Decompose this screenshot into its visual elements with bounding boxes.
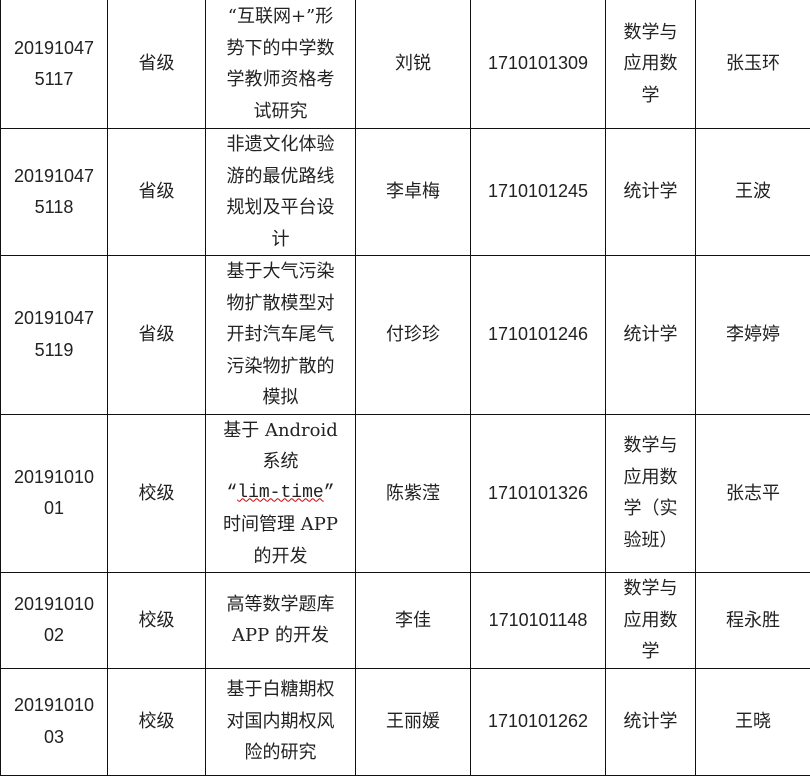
project-id-cell-line: 5118 — [5, 192, 103, 224]
level-cell: 校级 — [108, 668, 206, 775]
project-title-cell-line: “互联网+”形 — [210, 1, 351, 33]
project-title-cell: 基于白糖期权对国内期权风险的研究 — [206, 668, 356, 775]
major-cell-line: 数学与 — [610, 17, 691, 49]
project-title-cell-line: 基于大气污染 — [210, 256, 351, 288]
project-id-cell-line: 02 — [5, 620, 103, 652]
project-title-cell-line: 开封汽车尾气 — [210, 319, 351, 351]
advisor-cell: 王晓 — [696, 668, 810, 775]
project-title-cell-line: “lim-time” — [210, 478, 351, 510]
student-id-cell: 1710101262 — [471, 668, 606, 775]
major-cell: 数学与应用数学 — [606, 0, 696, 129]
level-cell: 校级 — [108, 573, 206, 669]
project-title-cell-line: 基于白糖期权 — [210, 674, 351, 706]
major-cell-line: 应用数 — [610, 48, 691, 80]
major-cell: 统计学 — [606, 668, 696, 775]
major-cell-line: 学 — [610, 636, 691, 668]
level-cell: 省级 — [108, 256, 206, 415]
major-cell-line: 应用数 — [610, 462, 691, 494]
major-cell-line: 数学与 — [610, 430, 691, 462]
student-name-cell: 李卓梅 — [356, 129, 471, 256]
project-id-cell-line: 20191047 — [5, 33, 103, 65]
project-title-cell-line: 时间管理 APP — [210, 509, 351, 541]
advisor-cell: 程永胜 — [696, 573, 810, 669]
project-title-cell-line: 规划及平台设 — [210, 192, 351, 224]
student-id-cell: 1710101326 — [471, 414, 606, 573]
project-title-cell-line: APP 的开发 — [210, 620, 351, 652]
level-cell: 省级 — [108, 129, 206, 256]
project-title-cell-line: 的开发 — [210, 541, 351, 573]
project-id-cell-line: 03 — [5, 722, 103, 754]
major-cell-line: 数学与 — [610, 573, 691, 605]
project-title-cell-line: 基于 Android — [210, 415, 351, 447]
major-cell: 数学与应用数学（实验班） — [606, 414, 696, 573]
advisor-cell: 李婷婷 — [696, 256, 810, 415]
project-id-cell-line: 5117 — [5, 64, 103, 96]
student-id-cell: 1710101148 — [471, 573, 606, 669]
project-id-cell-line: 20191047 — [5, 161, 103, 193]
project-id-cell-line: 01 — [5, 493, 103, 525]
project-title-cell-line: 非遗文化体验 — [210, 129, 351, 161]
major-cell: 统计学 — [606, 129, 696, 256]
student-name-cell: 付珍珍 — [356, 256, 471, 415]
level-cell: 校级 — [108, 414, 206, 573]
major-cell-line: 学 — [610, 80, 691, 112]
student-id-cell: 1710101245 — [471, 129, 606, 256]
spellcheck-underline: lim-time — [237, 483, 323, 503]
project-id-cell-line: 20191010 — [5, 690, 103, 722]
major-cell-line: 统计学 — [610, 176, 691, 208]
major-cell: 统计学 — [606, 256, 696, 415]
project-title-cell-line: 游的最优路线 — [210, 161, 351, 193]
project-title-cell-line: 高等数学题库 — [210, 589, 351, 621]
student-name-cell: 刘锐 — [356, 0, 471, 129]
student-id-cell: 1710101246 — [471, 256, 606, 415]
project-title-cell: 基于大气污染物扩散模型对开封汽车尾气污染物扩散的模拟 — [206, 256, 356, 415]
student-name-cell: 陈紫滢 — [356, 414, 471, 573]
project-id-cell-line: 5119 — [5, 335, 103, 367]
major-cell-line: 统计学 — [610, 319, 691, 351]
project-title-cell-line: 险的研究 — [210, 737, 351, 769]
project-title-cell-line: 试研究 — [210, 96, 351, 128]
project-title-cell-line: 学教师资格考 — [210, 64, 351, 96]
project-title-cell-line: 模拟 — [210, 382, 351, 414]
advisor-cell: 张志平 — [696, 414, 810, 573]
project-id-cell-line: 20191010 — [5, 462, 103, 494]
advisor-cell: 张玉环 — [696, 0, 810, 129]
project-title-cell-line: 污染物扩散的 — [210, 351, 351, 383]
project-title-cell-line: 计 — [210, 224, 351, 256]
project-title-cell-line: 势下的中学数 — [210, 33, 351, 65]
major-cell: 数学与应用数学 — [606, 573, 696, 669]
project-title-cell-line: 对国内期权风 — [210, 706, 351, 738]
major-cell-line: 验班） — [610, 525, 691, 557]
major-cell-line: 学（实 — [610, 493, 691, 525]
major-cell-line: 应用数 — [610, 605, 691, 637]
project-title-cell: “互联网+”形势下的中学数学教师资格考试研究 — [206, 0, 356, 129]
student-id-cell: 1710101309 — [471, 0, 606, 129]
project-id-cell-line: 20191047 — [5, 303, 103, 335]
advisor-cell: 王波 — [696, 129, 810, 256]
project-title-cell-line: 物扩散模型对 — [210, 288, 351, 320]
student-name-cell: 王丽媛 — [356, 668, 471, 775]
level-cell: 省级 — [108, 0, 206, 129]
project-title-cell-line: 系统 — [210, 446, 351, 478]
project-title-cell: 非遗文化体验游的最优路线规划及平台设计 — [206, 129, 356, 256]
major-cell-line: 统计学 — [610, 706, 691, 738]
student-name-cell: 李佳 — [356, 573, 471, 669]
project-id-cell-line: 20191010 — [5, 589, 103, 621]
